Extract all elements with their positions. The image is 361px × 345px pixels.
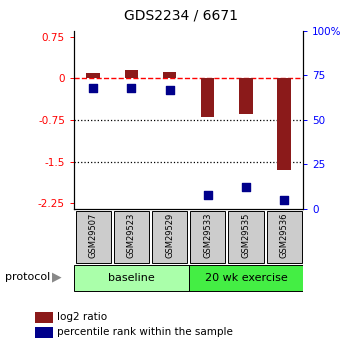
Point — [129, 85, 134, 91]
Text: GSM29536: GSM29536 — [280, 213, 289, 258]
FancyBboxPatch shape — [190, 210, 225, 263]
Text: GDS2234 / 6671: GDS2234 / 6671 — [123, 9, 238, 23]
Bar — [239, 78, 253, 114]
Text: log2 ratio: log2 ratio — [57, 312, 108, 322]
Text: GSM29523: GSM29523 — [127, 213, 136, 258]
Text: baseline: baseline — [108, 273, 155, 283]
Text: GSM29529: GSM29529 — [165, 213, 174, 258]
FancyBboxPatch shape — [152, 210, 187, 263]
Point — [281, 197, 287, 203]
FancyBboxPatch shape — [74, 265, 188, 291]
FancyBboxPatch shape — [75, 210, 111, 263]
Bar — [35, 312, 53, 323]
Text: GSM29533: GSM29533 — [203, 213, 212, 258]
Text: protocol: protocol — [5, 273, 51, 282]
Bar — [35, 327, 53, 338]
FancyBboxPatch shape — [229, 210, 264, 263]
Bar — [201, 78, 214, 117]
Bar — [278, 78, 291, 170]
Point — [90, 85, 96, 91]
Bar — [125, 70, 138, 78]
Text: 20 wk exercise: 20 wk exercise — [205, 273, 287, 283]
Point — [243, 185, 249, 190]
Text: GSM29507: GSM29507 — [88, 213, 97, 258]
Text: GSM29535: GSM29535 — [242, 213, 251, 258]
FancyBboxPatch shape — [114, 210, 149, 263]
Text: ▶: ▶ — [52, 271, 62, 284]
FancyBboxPatch shape — [266, 210, 302, 263]
Point — [167, 87, 173, 92]
FancyBboxPatch shape — [188, 265, 303, 291]
Bar — [86, 73, 100, 78]
Text: percentile rank within the sample: percentile rank within the sample — [57, 327, 233, 337]
Point — [205, 192, 210, 197]
Bar — [163, 71, 176, 78]
